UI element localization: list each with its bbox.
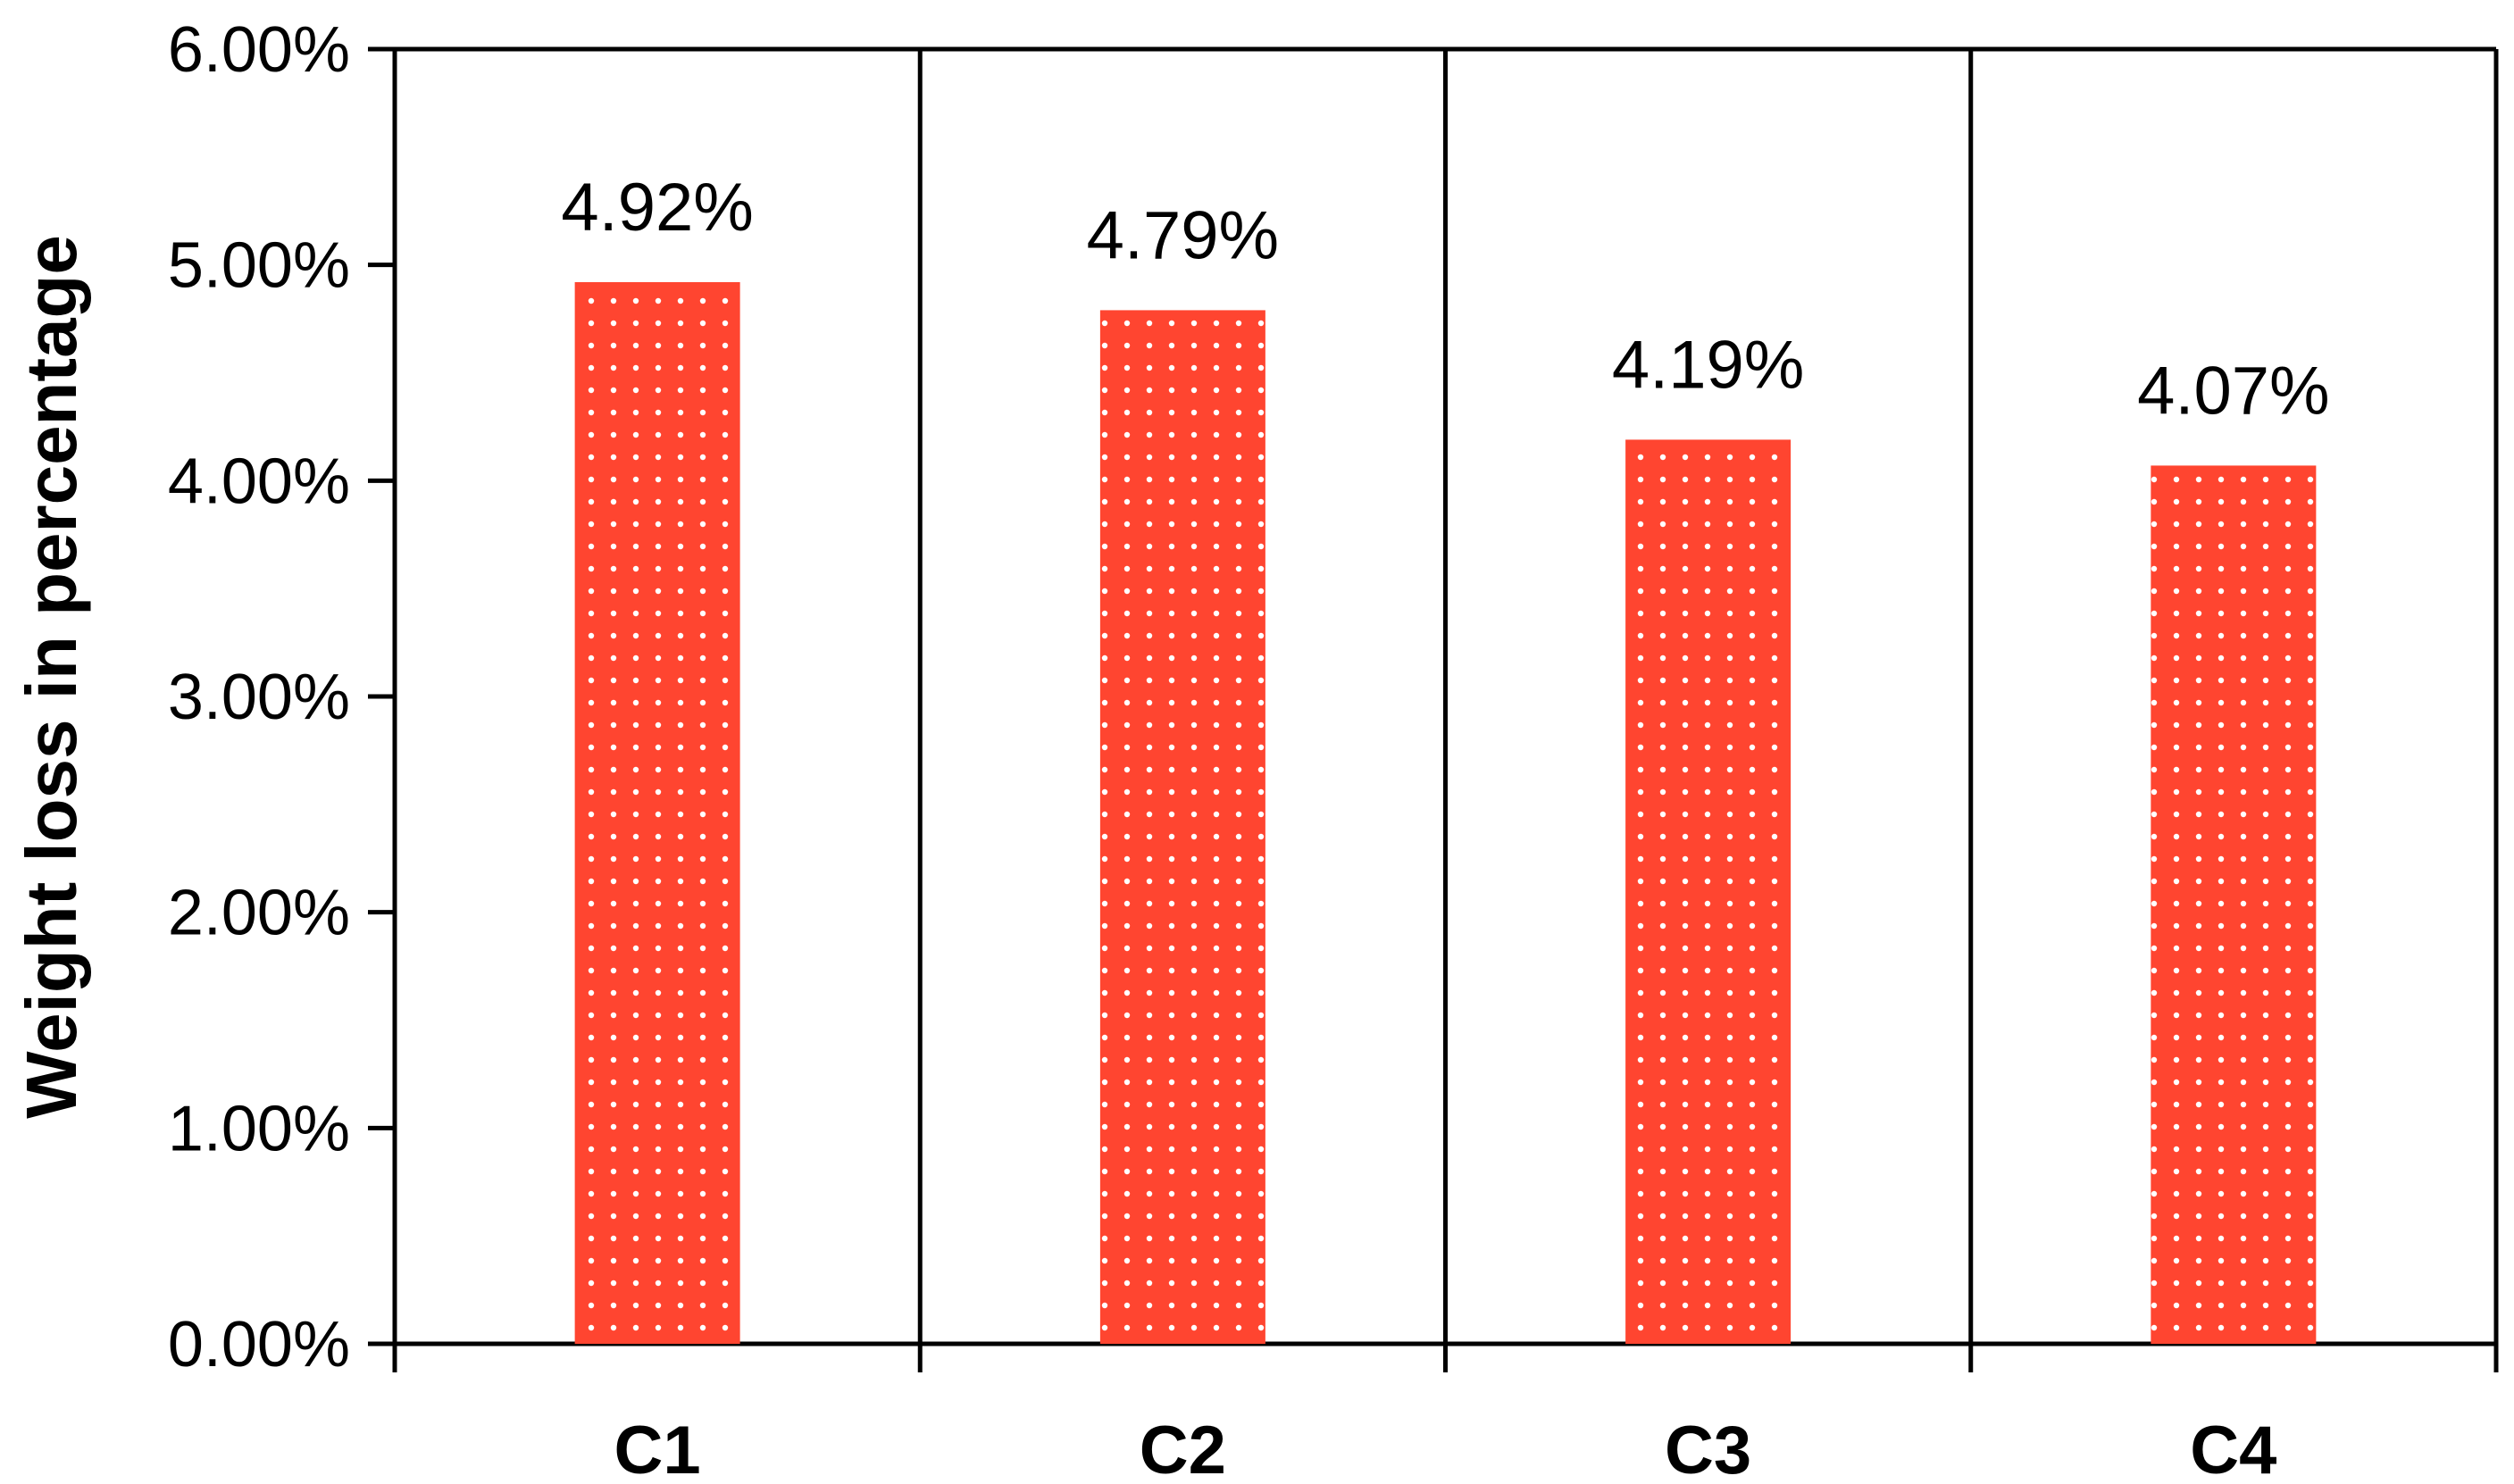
data-label-c2: 4.79%	[1087, 197, 1280, 273]
y-tick-label: 5.00%	[168, 230, 350, 302]
bar-c1	[574, 282, 740, 1344]
y-axis-title: Weight loss in percentage	[12, 235, 91, 1119]
y-tick-label: 4.00%	[168, 446, 350, 517]
x-axis: C1 C2 C3 C4	[392, 49, 2499, 1484]
y-tick-label: 1.00%	[168, 1093, 350, 1164]
bar-c2	[1099, 310, 1265, 1345]
data-label-c3: 4.19%	[1612, 327, 1805, 403]
data-label-c1: 4.92%	[561, 170, 754, 246]
y-axis: 0.00% 1.00% 2.00% 3.00% 4.00% 5.00% 6.00%	[168, 14, 395, 1380]
x-tick-label: C2	[1140, 1413, 1226, 1484]
y-tick-label: 0.00%	[168, 1309, 350, 1380]
x-tick-label: C4	[2190, 1413, 2276, 1484]
y-tick-label: 2.00%	[168, 878, 350, 949]
x-tick-label: C3	[1665, 1413, 1751, 1484]
data-labels: 4.92% 4.79% 4.19% 4.07%	[561, 170, 2329, 429]
y-tick-label: 6.00%	[168, 14, 350, 86]
bar-c4	[2151, 465, 2317, 1344]
data-label-c4: 4.07%	[2137, 353, 2330, 429]
bar-series	[574, 282, 2317, 1345]
bar-c3	[1625, 439, 1792, 1345]
y-tick-label: 3.00%	[168, 662, 350, 733]
x-tick-label: C1	[614, 1413, 701, 1484]
